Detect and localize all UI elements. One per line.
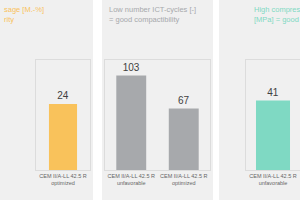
svg-text:High compressi[MPa] = good h: High compressi[MPa] = good h	[254, 5, 300, 24]
svg-text:CEM II/A-LL 42.5 Roptimized: CEM II/A-LL 42.5 Roptimized	[160, 173, 208, 186]
svg-text:Low number ICT-cycles [-]= goo: Low number ICT-cycles [-]= good compacti…	[109, 5, 196, 24]
svg-text:41: 41	[267, 87, 279, 98]
svg-text:CEM II/A-LL 42.5 Runfavorable: CEM II/A-LL 42.5 Runfavorable	[108, 173, 156, 186]
svg-text:sage [M.-%]rity: sage [M.-%]rity	[4, 5, 44, 24]
svg-text:24: 24	[57, 90, 69, 101]
svg-text:CEM II/A-LL 42.5 Runfavorable: CEM II/A-LL 42.5 Runfavorable	[249, 173, 297, 186]
svg-text:CEM II/A-LL 42.5 Roptimized: CEM II/A-LL 42.5 Roptimized	[39, 173, 87, 186]
svg-text:67: 67	[178, 95, 190, 106]
svg-text:103: 103	[123, 62, 140, 73]
